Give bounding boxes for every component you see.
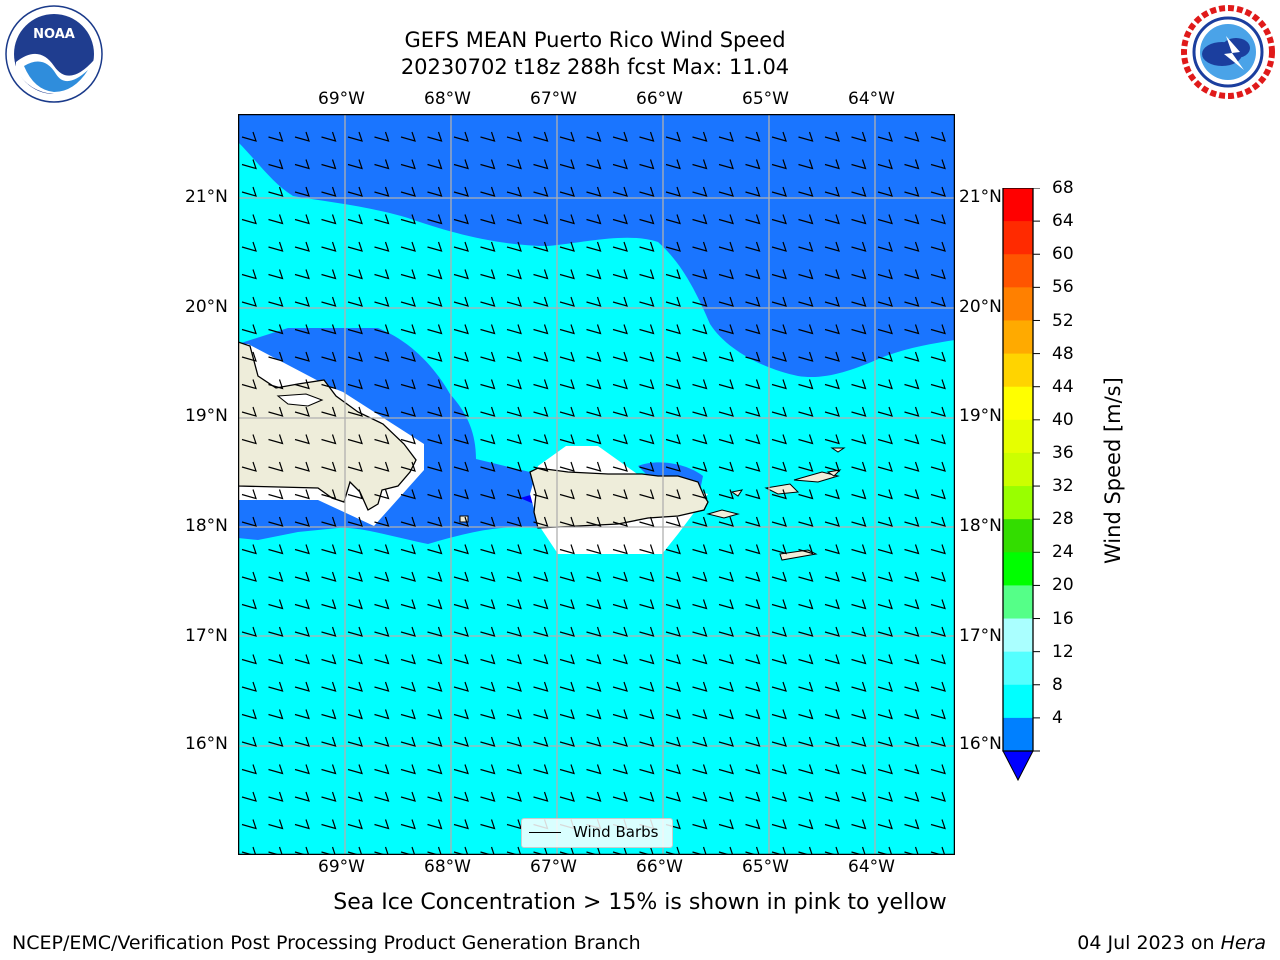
wind-field-0-4 <box>520 494 534 504</box>
colorbar-segment <box>1003 419 1033 454</box>
colorbar-segment <box>1003 717 1033 752</box>
colorbar-segment <box>1003 254 1033 288</box>
lat-label-left-17n: 17°N <box>185 626 228 646</box>
colorbar-tick-labels: 68 64 60 56 52 48 44 40 36 32 28 24 20 16 12 8 4 <box>1052 178 1102 768</box>
lat-label-left-21n: 21°N <box>185 187 228 207</box>
wind-barbs <box>241 131 946 855</box>
lon-label-top-65w: 65°W <box>742 89 789 109</box>
virgin-islands-anegada <box>826 469 842 477</box>
colorbar-segment <box>1003 519 1033 553</box>
lat-label-right-20n: 20°N <box>959 297 1002 317</box>
colorbar-tick-label: 44 <box>1052 376 1074 397</box>
colorbar-tick-label: 4 <box>1052 707 1063 728</box>
noaa-logo-text: NOAA <box>33 27 75 42</box>
map-subtitle: 20230702 t18z 288h fcst Max: 11.04 <box>400 55 790 79</box>
nws-logo <box>1178 2 1278 102</box>
lon-label-bottom-67w: 67°W <box>530 857 577 877</box>
colorbar-segment <box>1003 618 1033 653</box>
colorbar-tick-label: 20 <box>1052 575 1074 596</box>
colorbar-segment <box>1003 353 1033 388</box>
colorbar-tick-label: 8 <box>1052 674 1063 695</box>
lon-label-bottom-65w: 65°W <box>742 857 789 877</box>
lat-label-right-19n: 19°N <box>959 406 1002 426</box>
colorbar-tick-label: 40 <box>1052 409 1074 430</box>
colorbar-segment <box>1003 651 1033 686</box>
lat-label-right-21n: 21°N <box>959 187 1002 207</box>
footer-right: 04 Jul 2023 on Hera <box>1077 932 1266 954</box>
colorbar-tick-label: 64 <box>1052 211 1074 232</box>
colorbar-segment <box>1003 486 1033 520</box>
colorbar-segment <box>1003 684 1033 719</box>
legend-line <box>529 832 561 833</box>
map-frame <box>238 114 955 855</box>
lat-label-right-18n: 18°N <box>959 516 1002 536</box>
lon-label-top-67w: 67°W <box>530 89 577 109</box>
anegada-island <box>830 447 846 453</box>
lon-label-top-69w: 69°W <box>318 89 365 109</box>
lon-label-top-64w: 64°W <box>848 89 895 109</box>
samana-bay <box>276 393 324 407</box>
colorbar-tick-label: 24 <box>1052 542 1074 563</box>
vieques-island <box>706 509 740 519</box>
virgin-islands-tortola <box>793 471 840 483</box>
colorbar-segment <box>1003 552 1033 586</box>
lon-label-bottom-64w: 64°W <box>848 857 895 877</box>
wind-speed-map <box>238 114 955 855</box>
colorbar-tick-label: 32 <box>1052 476 1074 497</box>
legend-label: Wind Barbs <box>573 823 659 841</box>
sea-ice-note: Sea Ice Concentration > 15% is shown in … <box>333 890 947 915</box>
footer-date: 04 Jul 2023 on <box>1077 932 1221 954</box>
lat-label-right-17n: 17°N <box>959 626 1002 646</box>
colorbar-segment <box>1003 287 1033 321</box>
map-title: GEFS MEAN Puerto Rico Wind Speed <box>404 28 786 52</box>
colorbar-tick-label: 60 <box>1052 244 1074 265</box>
lat-label-right-16n: 16°N <box>959 734 1002 754</box>
lat-label-left-20n: 20°N <box>185 297 228 317</box>
virgin-islands-stthomas <box>764 483 800 495</box>
lon-label-top-66w: 66°W <box>636 89 683 109</box>
colorbar-tick-label: 36 <box>1052 442 1074 463</box>
hispaniola-landmass <box>238 341 417 511</box>
colorbar-segment <box>1003 386 1033 421</box>
graticule <box>238 114 955 855</box>
colorbar-segment <box>1003 452 1033 487</box>
colorbar-extend-triangle <box>1002 750 1034 782</box>
colorbar-tick-label: 56 <box>1052 277 1074 298</box>
lat-label-left-19n: 19°N <box>185 406 228 426</box>
colorbar-segment <box>1003 320 1033 355</box>
lon-label-bottom-66w: 66°W <box>636 857 683 877</box>
colorbar-frame <box>1002 188 1034 752</box>
lon-label-bottom-69w: 69°W <box>318 857 365 877</box>
colorbar-tick-label: 12 <box>1052 641 1074 662</box>
footer-left: NCEP/EMC/Verification Post Processing Pr… <box>12 932 641 954</box>
colorbar-label: Wind Speed [m/s] <box>1101 377 1125 564</box>
colorbar-segment <box>1003 221 1033 255</box>
lon-label-top-68w: 68°W <box>424 89 471 109</box>
colorbar <box>1002 188 1040 782</box>
colorbar-label-wrap: Wind Speed [m/s] <box>1101 377 1125 564</box>
colorbar-segment <box>1003 585 1033 620</box>
colorbar-tick-label: 68 <box>1052 178 1074 198</box>
legend-box: Wind Barbs <box>521 818 673 848</box>
lon-label-bottom-68w: 68°W <box>424 857 471 877</box>
colorbar-tick-label: 52 <box>1052 310 1074 331</box>
colorbar-tick-label: 48 <box>1052 343 1074 364</box>
lat-label-left-18n: 18°N <box>185 516 228 536</box>
culebra-island <box>730 489 744 497</box>
footer-host: Hera <box>1220 932 1266 954</box>
lat-label-left-16n: 16°N <box>185 734 228 754</box>
colorbar-tick-label: 28 <box>1052 509 1074 530</box>
colorbar-segment <box>1003 188 1033 222</box>
colorbar-tick-label: 16 <box>1052 608 1074 629</box>
wind-field-4-8-north <box>238 114 955 378</box>
noaa-logo: NOAA <box>4 4 104 104</box>
